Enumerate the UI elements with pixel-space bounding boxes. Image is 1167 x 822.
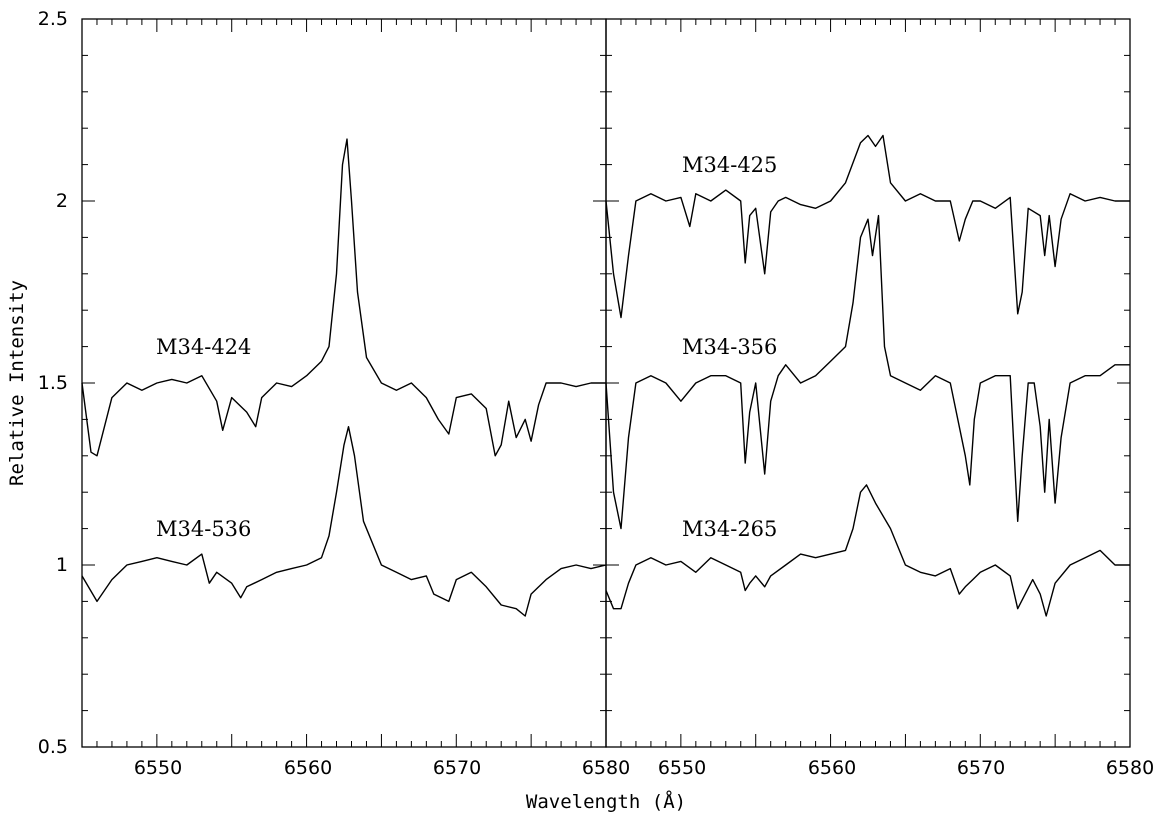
series-label-m34-265: M34-265 xyxy=(682,517,777,541)
series-line-m34-536 xyxy=(81,426,607,617)
x-tick-label: 6560 xyxy=(284,757,332,779)
series-line-m34-265 xyxy=(605,484,1130,617)
spectra-lines xyxy=(81,134,1130,617)
series-line-m34-356 xyxy=(605,214,1130,530)
x-tick-label: 6560 xyxy=(808,757,856,779)
x-tick-label: 6550 xyxy=(134,757,182,779)
series-line-m34-425 xyxy=(605,134,1130,319)
series-label-m34-356: M34-356 xyxy=(682,335,777,359)
x-tick-label: 6550 xyxy=(658,757,706,779)
series-line-m34-424 xyxy=(81,138,606,457)
y-tick-label: 2 xyxy=(56,190,68,212)
x-tick-label: 6570 xyxy=(433,757,481,779)
x-tick-label: 6580 xyxy=(1106,757,1154,779)
y-tick-label: 1 xyxy=(56,554,68,576)
panel-frame-1 xyxy=(81,18,607,748)
y-tick-label: 1.5 xyxy=(38,372,68,394)
series-label-m34-424: M34-424 xyxy=(156,335,251,359)
x-tick-label: 6570 xyxy=(957,757,1005,779)
series-label-m34-536: M34-536 xyxy=(156,517,251,541)
x-tick-label: 6580 xyxy=(582,757,630,779)
y-tick-label: 2.5 xyxy=(38,8,68,30)
x-axis-title: Wavelength (Å) xyxy=(526,790,686,813)
y-axis-title: Relative Intensity xyxy=(6,280,28,486)
y-tick-label: 0.5 xyxy=(38,736,68,758)
series-label-m34-425: M34-425 xyxy=(682,153,777,177)
panel-frame-2 xyxy=(605,18,1131,748)
